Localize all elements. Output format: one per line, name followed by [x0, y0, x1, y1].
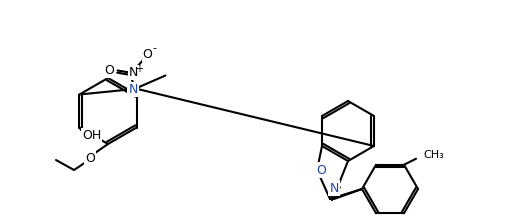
Text: -: - [153, 44, 157, 53]
Text: O: O [85, 152, 95, 164]
Text: N: N [330, 182, 339, 194]
Text: O: O [142, 48, 153, 61]
Text: O: O [316, 164, 326, 177]
Text: CH₃: CH₃ [423, 150, 444, 160]
Text: OH: OH [82, 129, 101, 142]
Text: N: N [129, 83, 138, 96]
Text: O: O [104, 64, 115, 77]
Text: N: N [129, 66, 138, 79]
Text: +: + [134, 64, 142, 74]
